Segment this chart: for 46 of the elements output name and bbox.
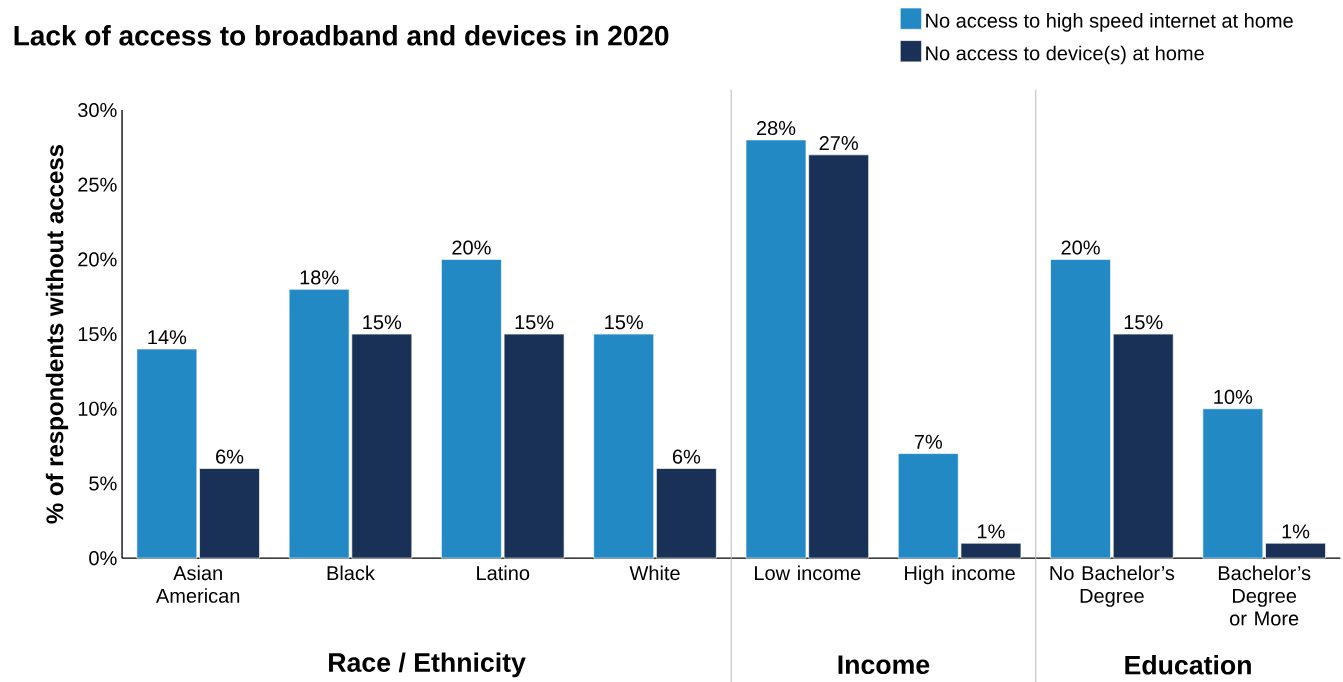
y-axis-title: % of respondents without access bbox=[45, 144, 69, 524]
bar bbox=[656, 468, 717, 559]
data-label: 14% bbox=[148, 330, 187, 345]
data-label: 15% bbox=[605, 315, 643, 330]
bar bbox=[1202, 408, 1264, 559]
data-label: 6% bbox=[672, 449, 701, 464]
y-tick-label: 15% bbox=[78, 326, 117, 342]
data-label: 18% bbox=[300, 270, 339, 285]
text: Income bbox=[838, 655, 930, 675]
text: Race / Ethnicity bbox=[329, 652, 526, 678]
text: Education bbox=[1125, 654, 1251, 675]
x-tick-label: Asian American bbox=[155, 565, 240, 603]
data-label: 6% bbox=[216, 449, 244, 464]
y-tick-label: 0% bbox=[89, 550, 117, 566]
bar bbox=[1050, 258, 1111, 559]
data-label: 20% bbox=[1061, 240, 1100, 255]
x-tick-label: Bachelor’s Degree or More bbox=[1218, 565, 1311, 626]
legend-label: No access to device(s) at home bbox=[926, 45, 1204, 65]
legend-label: No access to high speed internet at home bbox=[926, 13, 1293, 32]
data-label: 28% bbox=[756, 120, 796, 136]
x-tick-label: Latino bbox=[477, 565, 530, 581]
data-label: 15% bbox=[515, 315, 554, 330]
x-tick-label: High income bbox=[905, 565, 1015, 585]
data-label: 27% bbox=[819, 135, 858, 150]
data-label: 15% bbox=[363, 315, 402, 330]
bar bbox=[1265, 542, 1326, 559]
y-tick-label: 10% bbox=[78, 401, 117, 416]
x-tick-label: Low income bbox=[755, 565, 861, 581]
bar bbox=[136, 348, 198, 559]
data-label: 7% bbox=[914, 434, 942, 449]
data-label: 1% bbox=[1282, 524, 1310, 539]
y-tick-label: 30% bbox=[78, 102, 117, 118]
x-tick-label: Black bbox=[327, 565, 375, 581]
chart-title: Lack of access to broadband and devices in 2020 bbox=[14, 24, 669, 46]
bar bbox=[1112, 333, 1174, 559]
x-tick-label: No Bachelor’s Degree bbox=[1050, 565, 1175, 607]
data-label: 10% bbox=[1214, 389, 1253, 404]
y-tick-label: 25% bbox=[78, 177, 117, 192]
data-label: 15% bbox=[1124, 315, 1163, 330]
bar bbox=[593, 333, 655, 559]
y-tick-label: 20% bbox=[78, 252, 117, 267]
data-label: 20% bbox=[452, 240, 491, 255]
x-tick-label: White bbox=[629, 565, 680, 581]
data-label: 1% bbox=[978, 524, 1005, 539]
y-tick-label: 5% bbox=[89, 476, 117, 491]
bar bbox=[199, 468, 260, 559]
